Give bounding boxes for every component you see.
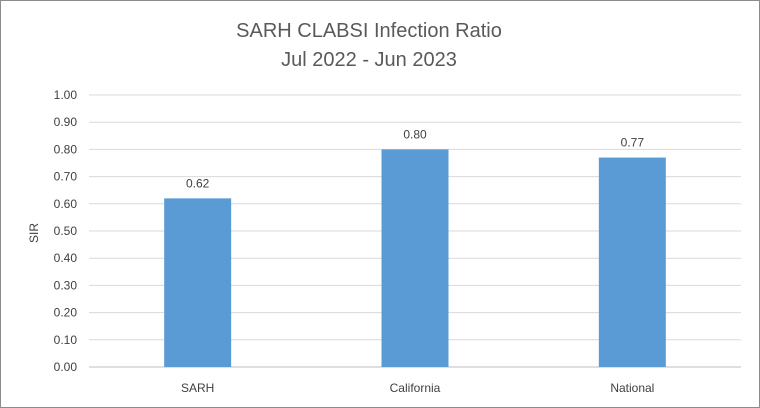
x-category-label: California	[390, 381, 441, 395]
chart-subtitle: Jul 2022 - Jun 2023	[281, 49, 457, 71]
bar-sarh	[164, 198, 232, 367]
y-tick-label: 0.30	[54, 278, 78, 292]
data-labels: 0.62 0.80 0.77	[186, 127, 644, 190]
y-tick-label: 0.80	[54, 142, 78, 156]
data-label: 0.77	[621, 136, 645, 150]
y-axis-title: SIR	[27, 223, 41, 243]
y-tick-label: 0.90	[54, 115, 78, 129]
y-axis-ticks: 0.00 0.10 0.20 0.30 0.40 0.50 0.60 0.70 0.80 0.90…	[54, 88, 78, 374]
bar-california	[381, 149, 449, 367]
y-tick-label: 0.20	[54, 306, 78, 320]
y-tick-label: 0.40	[54, 251, 78, 265]
data-label: 0.62	[186, 176, 210, 190]
bar-national	[598, 157, 666, 367]
y-tick-label: 0.10	[54, 333, 78, 347]
y-tick-label: 1.00	[54, 88, 78, 102]
bars	[164, 149, 666, 367]
chart-title: SARH CLABSI Infection Ratio	[236, 20, 502, 42]
x-category-label: SARH	[181, 381, 214, 395]
y-tick-label: 0.00	[54, 360, 78, 374]
x-axis-categories: SARH California National	[181, 381, 654, 395]
x-category-label: National	[610, 381, 654, 395]
y-tick-label: 0.60	[54, 197, 78, 211]
data-label: 0.80	[403, 127, 427, 141]
y-tick-label: 0.70	[54, 170, 78, 184]
y-tick-label: 0.50	[54, 224, 78, 238]
